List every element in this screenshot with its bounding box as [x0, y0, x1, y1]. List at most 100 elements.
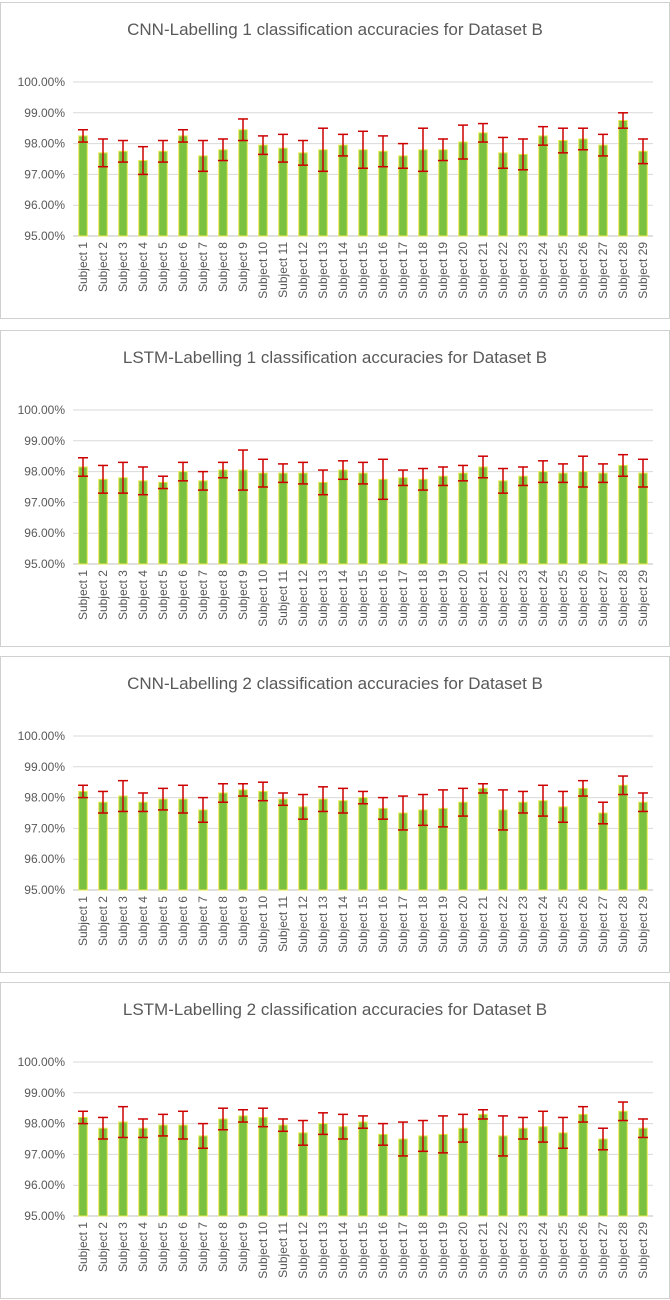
x-tick-label: Subject 25	[556, 896, 570, 953]
x-tick-label: Subject 1	[76, 896, 90, 946]
x-tick-label: Subject 3	[116, 242, 130, 292]
x-tick-label: Subject 12	[296, 896, 310, 953]
x-tick-label: Subject 19	[436, 242, 450, 299]
y-tick-label: 99.00%	[24, 1086, 65, 1100]
y-tick-label: 95.00%	[24, 883, 65, 897]
x-tick-label: Subject 15	[356, 896, 370, 953]
x-tick-label: Subject 29	[636, 242, 650, 299]
bar	[558, 140, 568, 237]
chart-svg-1: CNN-Labelling 1 classification accuracie…	[18, 20, 653, 299]
x-tick-label: Subject 14	[336, 896, 350, 953]
x-tick-label: Subject 20	[456, 242, 470, 299]
y-tick-label: 100.00%	[18, 729, 66, 743]
bar	[258, 144, 268, 237]
bar	[178, 135, 188, 237]
x-tick-label: Subject 26	[576, 1222, 590, 1279]
bar	[598, 1138, 608, 1217]
x-tick-label: Subject 16	[376, 242, 390, 299]
bar	[478, 1113, 488, 1217]
bar	[378, 807, 388, 891]
bar	[618, 120, 628, 237]
x-tick-label: Subject 9	[236, 896, 250, 946]
bar	[158, 798, 168, 891]
x-tick-label: Subject 5	[156, 896, 170, 946]
y-tick-label: 96.00%	[24, 1178, 65, 1192]
bar	[518, 475, 528, 565]
bar	[218, 792, 228, 891]
x-tick-label: Subject 15	[356, 1222, 370, 1279]
x-tick-label: Subject 28	[616, 242, 630, 299]
x-tick-label: Subject 11	[276, 570, 290, 626]
x-tick-label: Subject 3	[116, 570, 130, 620]
x-tick-label: Subject 9	[236, 1222, 250, 1272]
bar	[98, 801, 108, 891]
x-tick-label: Subject 27	[596, 1222, 610, 1279]
bar	[138, 1127, 148, 1217]
x-tick-label: Subject 24	[536, 1222, 550, 1279]
x-tick-label: Subject 20	[456, 896, 470, 953]
y-tick-label: 100.00%	[18, 75, 66, 89]
y-tick-label: 98.00%	[24, 1117, 65, 1131]
x-tick-label: Subject 2	[96, 1222, 110, 1272]
x-tick-label: Subject 16	[376, 570, 390, 627]
x-tick-label: Subject 13	[316, 896, 330, 953]
bar	[258, 1116, 268, 1217]
x-tick-label: Subject 1	[76, 242, 90, 292]
x-tick-label: Subject 20	[456, 570, 470, 627]
x-tick-label: Subject 27	[596, 242, 610, 299]
x-tick-label: Subject 23	[516, 242, 530, 299]
x-tick-label: Subject 29	[636, 1222, 650, 1279]
x-tick-label: Subject 21	[476, 570, 490, 627]
x-tick-label: Subject 7	[196, 570, 210, 620]
bar	[178, 471, 188, 565]
x-tick-label: Subject 2	[96, 896, 110, 946]
bar	[518, 1127, 528, 1217]
x-tick-label: Subject 14	[336, 570, 350, 627]
x-tick-label: Subject 19	[436, 1222, 450, 1279]
bar	[78, 466, 88, 565]
x-tick-label: Subject 7	[196, 1222, 210, 1272]
bar	[378, 1133, 388, 1217]
x-tick-label: Subject 24	[536, 570, 550, 627]
x-tick-label: Subject 28	[616, 570, 630, 627]
x-tick-label: Subject 6	[176, 896, 190, 946]
x-tick-label: Subject 10	[256, 896, 270, 953]
x-tick-label: Subject 26	[576, 570, 590, 627]
bar	[358, 797, 368, 891]
x-tick-label: Subject 17	[396, 242, 410, 299]
bar	[338, 144, 348, 237]
x-tick-label: Subject 19	[436, 570, 450, 627]
x-tick-label: Subject 10	[256, 1222, 270, 1279]
x-tick-label: Subject 8	[216, 1222, 230, 1272]
chart-panel-3: CNN-Labelling 2 classification accuracie…	[0, 656, 670, 973]
x-tick-label: Subject 29	[636, 896, 650, 953]
chart-panel-2: LSTM-Labelling 1 classification accuraci…	[0, 330, 670, 647]
x-tick-label: Subject 22	[496, 896, 510, 953]
y-tick-label: 100.00%	[18, 1055, 66, 1069]
x-tick-label: Subject 13	[316, 570, 330, 627]
x-tick-label: Subject 1	[76, 570, 90, 620]
bar	[258, 790, 268, 891]
x-tick-label: Subject 11	[276, 1222, 290, 1278]
x-tick-label: Subject 15	[356, 242, 370, 299]
x-tick-label: Subject 25	[556, 242, 570, 299]
y-tick-label: 97.00%	[24, 1147, 65, 1161]
bar	[318, 798, 328, 891]
chart-title: CNN-Labelling 1 classification accuracie…	[127, 20, 543, 39]
x-tick-label: Subject 22	[496, 570, 510, 627]
x-tick-label: Subject 5	[156, 242, 170, 292]
chart-svg-3: CNN-Labelling 2 classification accuracie…	[18, 674, 653, 953]
bar	[158, 481, 168, 565]
bar	[478, 787, 488, 891]
x-tick-label: Subject 18	[416, 896, 430, 953]
x-tick-label: Subject 22	[496, 1222, 510, 1279]
y-tick-label: 98.00%	[24, 137, 65, 151]
chart-panel-1: CNN-Labelling 1 classification accuracie…	[0, 2, 670, 319]
x-tick-label: Subject 5	[156, 1222, 170, 1272]
y-tick-label: 98.00%	[24, 465, 65, 479]
bar	[78, 135, 88, 237]
y-tick-label: 100.00%	[18, 403, 66, 417]
bar	[278, 798, 288, 891]
bar	[278, 472, 288, 565]
x-tick-label: Subject 23	[516, 570, 530, 627]
